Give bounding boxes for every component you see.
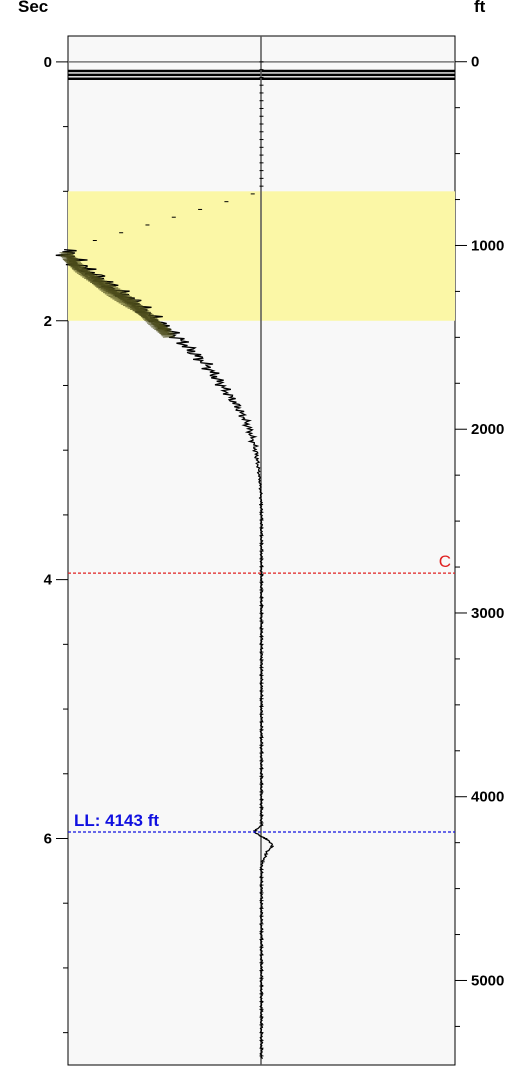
marker-label: C [439,552,451,571]
left-axis-tick-label: 6 [44,830,52,847]
right-axis-tick-label: 0 [471,54,479,71]
marker-label: LL: 4143 ft [74,811,159,830]
right-axis-tick-label: 3000 [471,605,504,622]
left-axis-tick-label: 0 [44,54,52,71]
right-axis-tick-label: 1000 [471,237,504,254]
markers: C LL: 4143 ft [68,552,455,833]
left-axis-tick-label: 4 [44,572,53,589]
right-axis-unit-label: ft [474,0,486,16]
left-axis-unit-label: Sec [18,0,48,16]
right-axis-tick-label: 2000 [471,421,504,438]
left-axis: 0 2 4 6 [44,54,68,1034]
right-axis: 0 1000 2000 3000 4000 5000 [455,54,504,1027]
left-axis-tick-label: 2 [44,313,52,330]
trace-series [55,61,274,1060]
right-axis-tick-label: 5000 [471,972,504,989]
trace-wiggle [62,259,175,338]
right-axis-tick-label: 4000 [471,789,504,806]
